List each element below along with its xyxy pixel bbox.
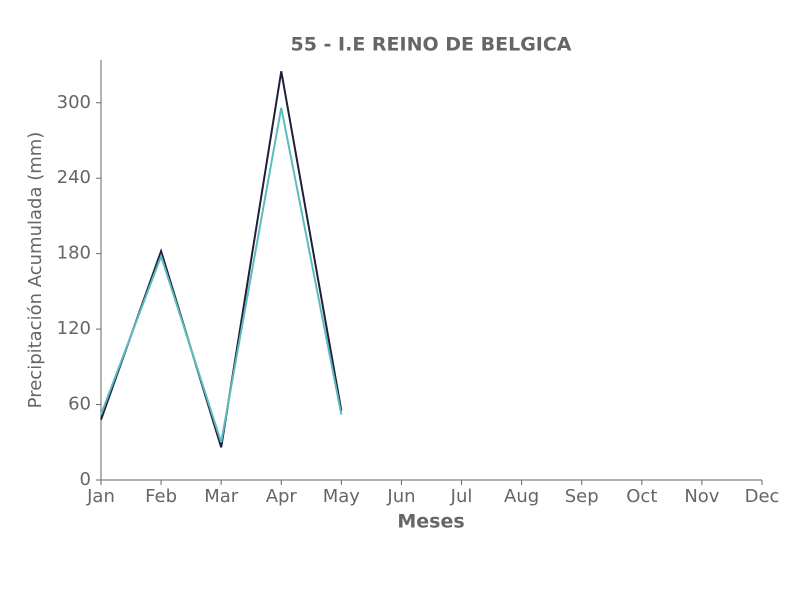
y-tick-label: 0	[80, 469, 91, 490]
series-line	[100, 71, 343, 448]
y-tick-label: 180	[57, 243, 91, 264]
x-tick-label: Sep	[565, 486, 599, 507]
x-axis-label: Meses	[397, 511, 464, 533]
x-tick-label: Jul	[450, 486, 473, 507]
y-tick-label: 300	[57, 92, 91, 113]
x-tick-label: Nov	[684, 486, 719, 507]
x-tick-label: Dec	[745, 486, 780, 507]
x-tick-label: Oct	[626, 486, 657, 507]
series-line	[100, 107, 343, 443]
x-tick-label: May	[323, 486, 361, 507]
y-tick-label: 60	[68, 394, 91, 415]
chart-title: 55 - I.E REINO DE BELGICA	[290, 34, 571, 56]
x-tick-label: Feb	[145, 486, 177, 507]
x-tick-label: Jan	[86, 486, 115, 507]
x-tick-label: Mar	[204, 486, 239, 507]
x-tick-label: Aug	[504, 486, 539, 507]
y-axis-label: Precipitación Acumulada (mm)	[25, 132, 46, 409]
y-tick-label: 240	[57, 167, 91, 188]
x-tick-label: Apr	[266, 486, 298, 507]
y-tick-label: 120	[57, 318, 91, 339]
x-tick-label: Jun	[386, 486, 415, 507]
